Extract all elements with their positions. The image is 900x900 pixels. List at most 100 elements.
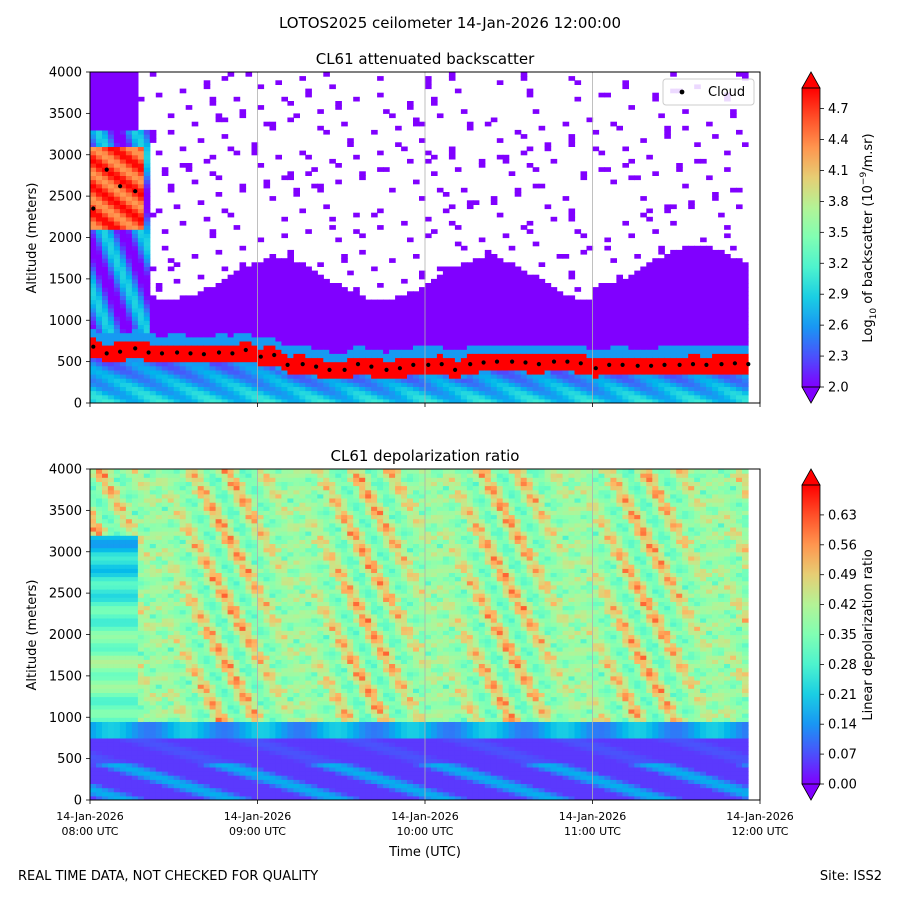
bottom-y-axis: 0 500 1000 1500 2000 2500 3000 3500 4000 (49, 463, 90, 809)
colorbar-tick-label: 0.42 (828, 598, 857, 613)
top-cloud-base-points (91, 167, 751, 372)
y-tick-label: 1000 (49, 314, 82, 329)
colorbar-tick-label: 0.49 (828, 568, 857, 583)
top-y-axis-label: Altitude (meters) (25, 183, 40, 294)
bottom-colorbar-extend-min (801, 783, 821, 801)
cloud-point (494, 359, 500, 364)
top-colorbar-gradient (802, 88, 820, 387)
bottom-colorbar-extend-max (801, 468, 821, 486)
x-tick-time: 11:00 UTC (564, 825, 621, 838)
cloud-point (355, 362, 361, 367)
y-tick-label: 500 (57, 752, 82, 767)
y-tick-label: 3500 (49, 107, 82, 122)
bottom-colorbar-ticks: 0.00 0.07 0.14 0.21 0.28 0.35 0.42 0.49 0.56 0.63 (820, 508, 857, 793)
colorbar-tick-label: 4.7 (828, 102, 849, 117)
cloud-point (118, 184, 123, 189)
top-colorbar-extend-max (801, 71, 821, 89)
top-vertical-gridlines (257, 72, 593, 403)
top-chart-title: CL61 attenuated backscatter (316, 50, 535, 68)
cloud-point (439, 362, 444, 367)
cloud-point (593, 366, 598, 371)
y-tick-label: 1500 (49, 272, 82, 287)
site-label: Site: ISS2 (819, 869, 882, 884)
legend-cloud-marker (679, 89, 685, 95)
cloud-point (607, 362, 612, 367)
x-tick-time: 08:00 UTC (61, 825, 118, 838)
cloud-point (91, 344, 96, 349)
cloud-point (201, 352, 206, 357)
cloud-point (133, 189, 138, 194)
cloud-point (369, 364, 374, 369)
cloud-point (300, 362, 305, 367)
cloud-point (426, 362, 431, 367)
cloud-point (133, 346, 138, 351)
y-tick-label: 2000 (49, 628, 82, 643)
x-axis-label: Time (UTC) (388, 845, 461, 860)
top-colorbar-label: Log10 of backscatter (10−9/m.sr) (859, 133, 879, 342)
bottom-y-axis-label: Altitude (meters) (25, 580, 40, 691)
cloud-point (704, 362, 709, 367)
top-x-axis (89, 403, 761, 407)
bottom-chart-title: CL61 depolarization ratio (331, 447, 520, 465)
x-tick-date: 14-Jan-2026 (559, 810, 627, 823)
cloud-point (384, 367, 389, 372)
y-tick-label: 4000 (49, 66, 82, 81)
cloud-point (272, 352, 277, 358)
bottom-depolarization-field (90, 469, 749, 800)
cloud-point (118, 349, 123, 354)
x-tick-time: 10:00 UTC (396, 825, 453, 838)
cloud-point (649, 363, 654, 368)
x-tick-date: 14-Jan-2026 (391, 810, 459, 823)
cloud-point (285, 362, 290, 367)
y-tick-label: 1000 (49, 711, 82, 726)
cloud-point (175, 350, 180, 355)
quality-disclaimer: REAL TIME DATA, NOT CHECKED FOR QUALITY (18, 869, 319, 884)
cloud-point (551, 359, 557, 364)
colorbar-tick-label: 0.14 (828, 718, 857, 733)
colorbar-tick-label: 0.63 (828, 508, 857, 523)
x-tick-date: 14-Jan-2026 (224, 810, 292, 823)
y-tick-label: 2000 (49, 231, 82, 246)
cloud-point (620, 362, 625, 367)
colorbar-tick-label: 0.00 (828, 778, 857, 793)
cloud-point (327, 367, 332, 372)
cloud-point (578, 361, 583, 366)
colorbar-tick-label: 0.28 (828, 658, 857, 673)
bottom-colorbar: 0.00 0.07 0.14 0.21 0.28 0.35 0.42 0.49 0.56 0.63… (801, 468, 876, 801)
y-tick-label: 500 (57, 355, 82, 370)
colorbar-tick-label: 4.4 (828, 133, 849, 148)
cloud-point (719, 362, 724, 367)
cloud-point (104, 351, 109, 356)
top-colorbar-extend-min (801, 386, 821, 404)
legend-box (662, 78, 755, 106)
cloud-point (91, 206, 96, 211)
cloud-point (746, 362, 751, 367)
colorbar-tick-label: 4.1 (828, 164, 849, 179)
bottom-x-axis: 14-Jan-2026 08:00 UTC 14-Jan-2026 09:00 UTC… (56, 800, 794, 838)
bottom-colorbar-gradient (802, 485, 820, 784)
cloud-point (523, 360, 528, 365)
cloud-point (411, 362, 416, 367)
y-tick-label: 1500 (49, 669, 82, 684)
y-tick-label: 3500 (49, 504, 82, 519)
cloud-point (216, 350, 222, 355)
cloud-point (243, 347, 248, 353)
figure-title: LOTOS2025 ceilometer 14-Jan-2026 12:00:0… (278, 14, 622, 32)
cloud-point (146, 350, 151, 355)
top-y-axis: 0 500 1000 1500 2000 2500 3000 3500 4000 (49, 66, 90, 412)
y-tick-label: 2500 (49, 190, 82, 205)
colorbar-tick-label: 2.6 (828, 319, 849, 334)
cloud-point (397, 366, 402, 371)
y-tick-label: 2500 (49, 587, 82, 602)
cloud-point (468, 362, 473, 367)
cloud-point (188, 351, 193, 356)
y-tick-label: 3000 (49, 545, 82, 560)
cloud-point (104, 167, 109, 172)
colorbar-tick-label: 0.07 (828, 748, 857, 763)
bottom-vertical-gridlines (257, 469, 593, 800)
colorbar-tick-label: 2.3 (828, 350, 849, 365)
x-tick-time: 09:00 UTC (229, 825, 286, 838)
y-tick-label: 3000 (49, 148, 82, 163)
cloud-point (635, 363, 640, 368)
